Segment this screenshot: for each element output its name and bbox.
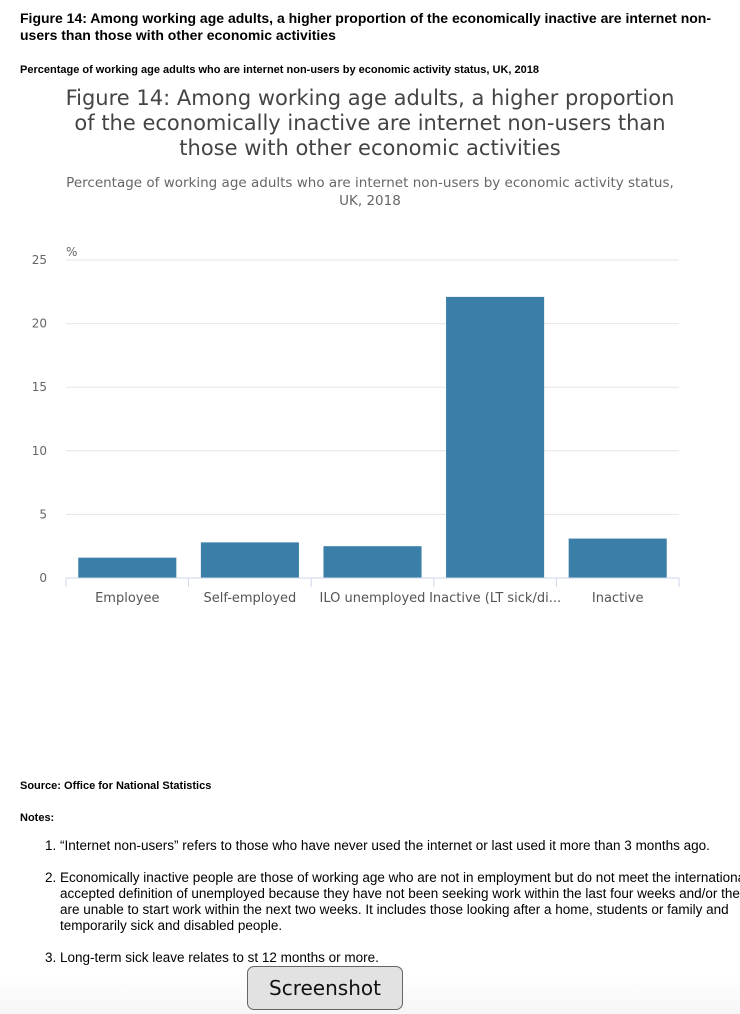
note-item: Economically inactive people are those o… [60,870,740,934]
y-axis-ticks: 0 5 10 15 20 25 [32,253,47,585]
bar[interactable] [78,557,177,578]
notes-heading: Notes: [20,812,55,824]
screenshot-button[interactable]: Screenshot [247,966,403,1010]
chart-subtitle: Percentage of working age adults who are… [66,175,674,209]
bar[interactable] [200,542,299,578]
y-tick-label: 10 [32,444,47,458]
y-tick-label: 15 [32,380,47,394]
x-category-label: ILO unemployed [320,591,426,606]
y-tick-label: 20 [32,317,47,331]
x-axis-category-labels: Employee Self-employed ILO unemployed Inact… [95,591,643,606]
bar[interactable] [568,538,667,578]
note-item: “Internet non-users” refers to those who… [60,838,740,854]
figure-heading: Figure 14: Among working age adults, a h… [20,10,712,43]
bars [78,296,667,578]
y-tick-label: 0 [39,571,47,585]
x-axis [65,577,680,587]
x-category-label: Inactive [592,591,644,606]
figure-subheading: Percentage of working age adults who are… [20,64,539,76]
notes-list: “Internet non-users” refers to those who… [20,838,740,982]
bar-chart: 0 5 10 15 20 25 % Employee Self-employed ILO un… [32,245,680,606]
y-tick-label: 25 [32,253,47,267]
note-item: Long-term sick leave relates to st 12 mo… [60,950,740,966]
x-category-label: Employee [95,591,159,606]
gridlines [66,259,679,515]
chart-container: 0 5 10 15 20 25 % Employee Self-employed ILO un… [0,80,740,640]
x-category-label: Inactive (LT sick/di... [429,591,561,606]
bar[interactable] [323,546,422,578]
y-axis-label: % [66,245,77,259]
x-category-label: Self-employed [203,591,296,606]
bar[interactable] [446,296,545,578]
chart-title: Figure 14: Among working age adults, a h… [65,86,675,160]
source-note: Source: Office for National Statistics [20,780,212,792]
y-tick-label: 5 [39,507,47,521]
